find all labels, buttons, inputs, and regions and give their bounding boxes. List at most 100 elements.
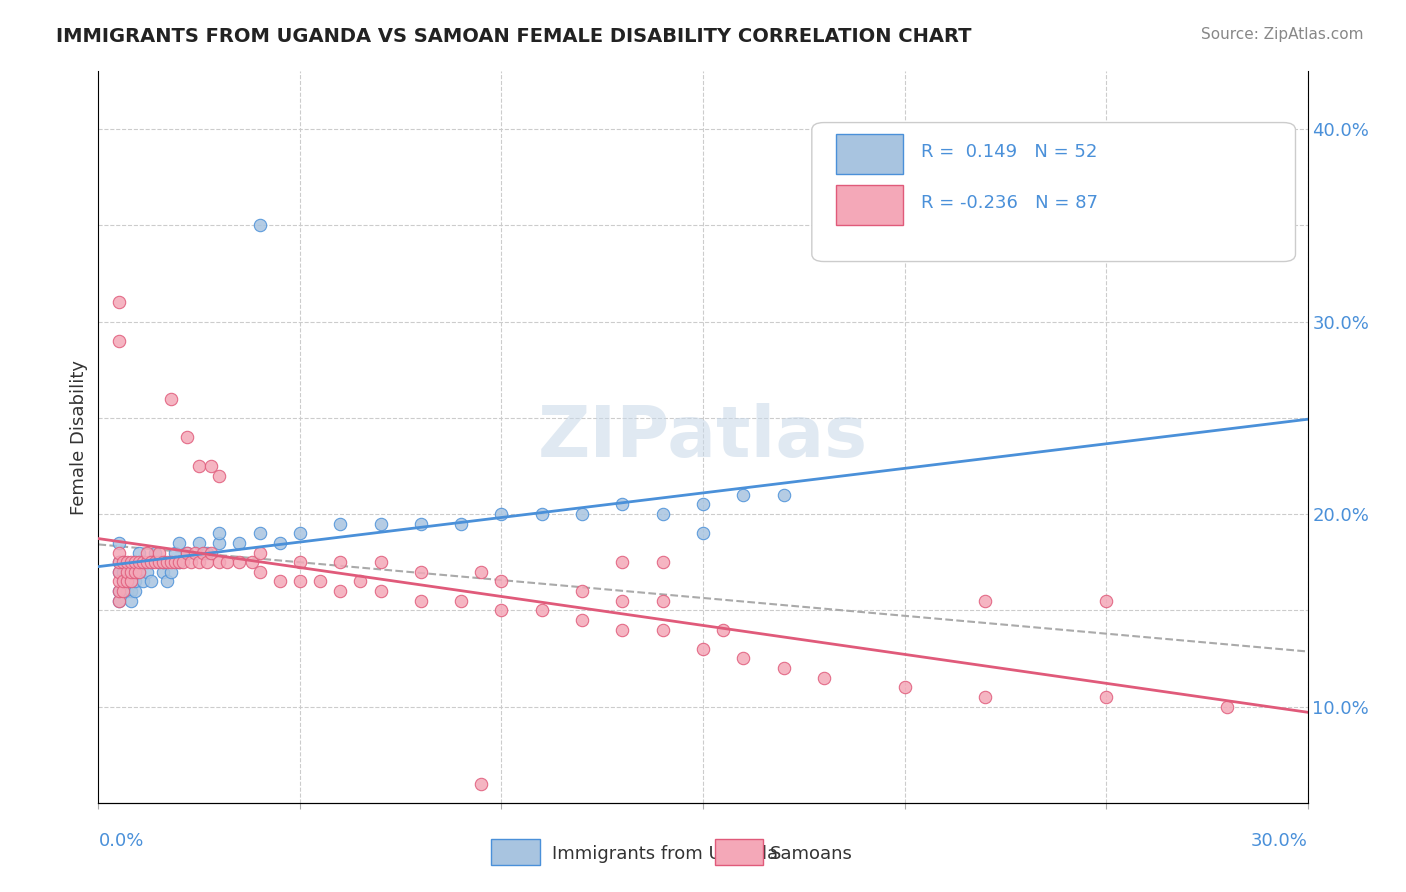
Text: 0.0%: 0.0% xyxy=(98,832,143,850)
Point xyxy=(139,555,162,569)
Point xyxy=(409,516,432,531)
Point xyxy=(128,565,150,579)
Point xyxy=(115,574,138,589)
Point xyxy=(974,690,997,704)
Point xyxy=(128,555,150,569)
Point xyxy=(148,555,170,569)
Point xyxy=(217,555,239,569)
Point xyxy=(152,555,174,569)
Point xyxy=(107,334,129,348)
Point xyxy=(143,545,166,559)
Point xyxy=(163,545,186,559)
FancyBboxPatch shape xyxy=(811,122,1295,261)
Bar xyxy=(716,839,763,865)
Point xyxy=(491,603,513,617)
Point xyxy=(135,545,157,559)
Point xyxy=(107,565,129,579)
Text: Immigrants from Uganda: Immigrants from Uganda xyxy=(551,845,778,863)
Point xyxy=(249,545,271,559)
Point xyxy=(612,623,634,637)
Point xyxy=(329,555,352,569)
Point xyxy=(1216,699,1239,714)
Point xyxy=(115,555,138,569)
Text: R =  0.149   N = 52: R = 0.149 N = 52 xyxy=(921,143,1097,161)
Point xyxy=(349,574,371,589)
Point xyxy=(249,526,271,541)
Point xyxy=(156,555,179,569)
Point xyxy=(176,545,198,559)
Point xyxy=(249,219,271,233)
Point xyxy=(269,536,291,550)
Point xyxy=(409,565,432,579)
Point xyxy=(208,468,231,483)
Point xyxy=(172,555,194,569)
Y-axis label: Female Disability: Female Disability xyxy=(70,359,89,515)
Text: IMMIGRANTS FROM UGANDA VS SAMOAN FEMALE DISABILITY CORRELATION CHART: IMMIGRANTS FROM UGANDA VS SAMOAN FEMALE … xyxy=(56,27,972,45)
Point xyxy=(115,574,138,589)
Point xyxy=(733,488,755,502)
Point xyxy=(651,555,673,569)
Point xyxy=(329,516,352,531)
Point xyxy=(288,526,311,541)
Point xyxy=(193,545,215,559)
Point xyxy=(329,584,352,599)
Point xyxy=(208,555,231,569)
Point xyxy=(612,593,634,607)
Point xyxy=(195,555,218,569)
Point xyxy=(107,574,129,589)
Point xyxy=(143,555,166,569)
Point xyxy=(111,555,134,569)
Point xyxy=(974,593,997,607)
Point xyxy=(491,507,513,521)
Point xyxy=(124,584,146,599)
Text: Source: ZipAtlas.com: Source: ZipAtlas.com xyxy=(1201,27,1364,42)
Point xyxy=(111,555,134,569)
Point xyxy=(269,574,291,589)
Point xyxy=(120,574,142,589)
Point xyxy=(470,776,492,790)
Point xyxy=(370,555,392,569)
Point xyxy=(107,555,129,569)
Point xyxy=(107,565,129,579)
Text: ZIPatlas: ZIPatlas xyxy=(538,402,868,472)
Point xyxy=(107,295,129,310)
Point xyxy=(124,565,146,579)
Point xyxy=(111,574,134,589)
Point xyxy=(208,526,231,541)
Point xyxy=(120,584,142,599)
Point xyxy=(160,565,183,579)
Point xyxy=(612,498,634,512)
Point xyxy=(1095,593,1118,607)
Point xyxy=(148,555,170,569)
Point xyxy=(491,574,513,589)
Point xyxy=(571,507,593,521)
Point xyxy=(195,545,218,559)
Text: R = -0.236   N = 87: R = -0.236 N = 87 xyxy=(921,194,1098,212)
Point xyxy=(167,555,190,569)
Point xyxy=(111,584,134,599)
Point xyxy=(450,516,472,531)
Point xyxy=(184,545,207,559)
Point xyxy=(733,651,755,665)
Point xyxy=(128,555,150,569)
Point xyxy=(571,584,593,599)
Point xyxy=(176,430,198,444)
Point xyxy=(132,555,155,569)
Point xyxy=(288,574,311,589)
Point xyxy=(200,545,222,559)
Point xyxy=(180,555,202,569)
Point xyxy=(107,593,129,607)
Point xyxy=(107,536,129,550)
Point xyxy=(530,603,553,617)
Point xyxy=(160,392,183,406)
Point xyxy=(188,555,211,569)
Point xyxy=(200,458,222,473)
Point xyxy=(228,536,250,550)
Point xyxy=(107,584,129,599)
Point xyxy=(107,555,129,569)
Point xyxy=(107,584,129,599)
Point xyxy=(1095,690,1118,704)
Point xyxy=(176,545,198,559)
Point xyxy=(249,565,271,579)
Point xyxy=(530,507,553,521)
